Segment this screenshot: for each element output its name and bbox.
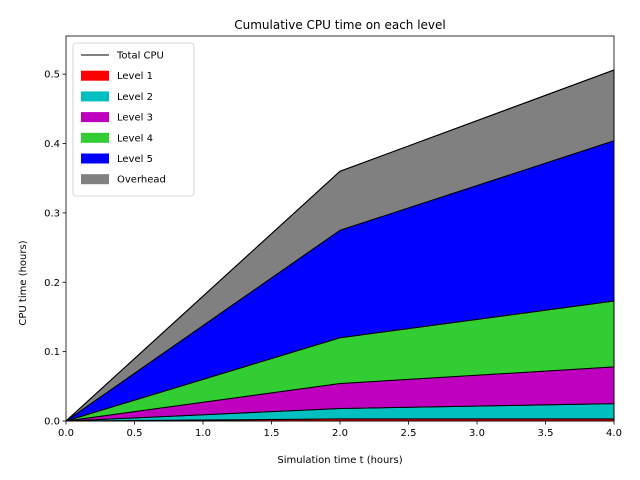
x-tick-label: 2.5 <box>401 428 417 439</box>
x-axis-ticks: 0.0 0.5 1.0 1.5 2.0 2.5 3.0 3.5 4.0 <box>58 421 622 439</box>
legend-label-overhead: Overhead <box>117 175 166 186</box>
y-tick-label: 0.1 <box>44 347 60 358</box>
legend-label-total-cpu: Total CPU <box>116 51 164 62</box>
x-tick-label: 4.0 <box>606 428 622 439</box>
total-line-group <box>65 69 615 422</box>
y-axis-label: CPU time (hours) <box>18 240 29 325</box>
legend-swatch-level-2 <box>81 91 109 102</box>
y-tick-label: 0.3 <box>44 208 60 219</box>
y-tick-label: 0.2 <box>44 278 60 289</box>
legend-swatch-level-3 <box>81 112 109 123</box>
legend: Total CPU Level 1 Level 2 Level 3 Level 4 Lev… <box>72 42 195 197</box>
legend-label-level-4: Level 4 <box>117 133 153 144</box>
legend-label-level-3: Level 3 <box>117 113 153 124</box>
y-tick-label: 0.5 <box>44 70 60 81</box>
x-tick-label: 3.5 <box>538 428 554 439</box>
legend-swatch-level-1 <box>81 70 109 81</box>
chart-title: Cumulative CPU time on each level <box>234 18 446 32</box>
legend-label-level-5: Level 5 <box>117 154 153 165</box>
x-tick-label: 1.5 <box>264 428 280 439</box>
x-tick-label: 1.0 <box>195 428 211 439</box>
x-tick-label: 0.0 <box>58 428 74 439</box>
y-tick-label: 0.4 <box>44 139 60 150</box>
x-axis-label: Simulation time t (hours) <box>277 455 402 466</box>
legend-swatch-level-5 <box>81 153 109 164</box>
y-axis-ticks: 0.0 0.1 0.2 0.3 0.4 0.5 <box>44 70 66 428</box>
x-tick-label: 2.0 <box>332 428 348 439</box>
legend-label-level-2: Level 2 <box>117 92 153 103</box>
x-tick-label: 0.5 <box>127 428 143 439</box>
legend-label-level-1: Level 1 <box>117 71 153 82</box>
legend-swatch-level-4 <box>81 132 109 143</box>
legend-swatch-overhead <box>81 174 109 185</box>
total-cpu-line <box>65 69 615 422</box>
x-tick-label: 3.0 <box>469 428 485 439</box>
y-tick-label: 0.0 <box>44 417 60 428</box>
